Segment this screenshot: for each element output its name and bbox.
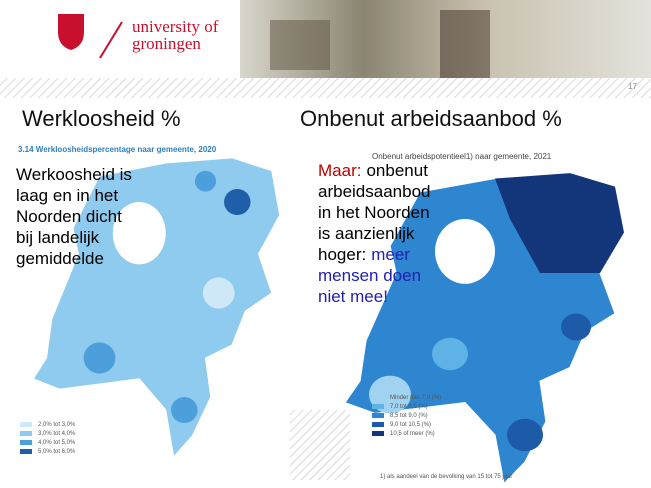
text-line: is aanzienlijk <box>318 223 430 244</box>
legend-swatch <box>372 404 384 409</box>
hatch-band <box>0 78 651 98</box>
text-segment: meer <box>371 245 410 264</box>
logo-line: university of <box>132 17 219 36</box>
text-line: bij landelijk <box>16 228 100 247</box>
legend-item: 2,0% tot 3,0% <box>20 420 75 429</box>
legend-label: 4,0% tot 5,0% <box>38 439 76 446</box>
legend-label: 10,5 of meer (%) <box>390 430 435 437</box>
text-segment: arbeidsaanbod <box>318 182 431 201</box>
right-map <box>343 171 626 486</box>
text-line: Werkoosheid is <box>16 165 132 184</box>
text-segment: Maar: <box>318 161 362 180</box>
legend-item: 8,5 tot 9,0 (%) <box>372 411 441 420</box>
text-line: arbeidsaanbod <box>318 181 430 202</box>
legend-item: Minder dan 7,0 (%) <box>372 393 441 402</box>
right-text: Maar: onbenut arbeidsaanbod in het Noorden i… <box>318 160 430 307</box>
legend-label: 9,0 tot 10,5 (%) <box>390 421 432 428</box>
legend-label: 8,5 tot 9,0 (%) <box>390 412 428 419</box>
legend-swatch <box>372 413 384 418</box>
text-line: hoger: meer <box>318 244 430 265</box>
legend-swatch <box>372 431 384 436</box>
legend-swatch <box>372 422 384 427</box>
legend-label: 3,0% tot 4,0% <box>38 430 76 437</box>
right-legend: Minder dan 7,0 (%) 7,0 tot 8,5 (%) 8,5 tot… <box>372 393 441 438</box>
left-map-title: 3.14 Werkloosheidspercentage naar gemeen… <box>18 145 217 154</box>
legend-item: 9,0 tot 10,5 (%) <box>372 420 441 429</box>
legend-swatch <box>20 440 32 445</box>
text-segment: niet mee! <box>318 287 388 306</box>
legend-swatch <box>372 395 384 400</box>
legend-swatch <box>20 449 32 454</box>
photo-figure <box>270 20 330 70</box>
left-map <box>31 156 282 459</box>
legend-label: 7,0 tot 8,5 (%) <box>390 403 428 410</box>
text-line: Noorden dicht <box>16 207 122 226</box>
right-heading: Onbenut arbeidsaanbod % <box>300 106 562 131</box>
hatch-corner <box>290 410 350 480</box>
text-segment: onbenut <box>366 161 428 180</box>
text-segment: in het Noorden <box>318 203 430 222</box>
text-line: mensen doen <box>318 265 430 286</box>
text-line: gemiddelde <box>16 249 104 268</box>
logo-text: university of groningen <box>132 18 218 52</box>
page-number: 17 <box>628 82 637 91</box>
legend-item: 10,5 of meer (%) <box>372 429 441 438</box>
legend-item: 3,0% tot 4,0% <box>20 429 75 438</box>
text-line: niet mee! <box>318 286 430 307</box>
left-text: Werkoosheid is laag en in het Noorden dich… <box>16 164 132 269</box>
legend-swatch <box>20 422 32 427</box>
legend-label: 2,0% tot 3,0% <box>38 421 76 428</box>
logo-shield <box>58 14 84 50</box>
text-line: in het Noorden <box>318 202 430 223</box>
text-line: laag en in het <box>16 186 119 205</box>
left-heading: Werkloosheid % <box>22 106 181 131</box>
legend-item: 7,0 tot 8,5 (%) <box>372 402 441 411</box>
photo-figure <box>440 10 490 78</box>
text-segment: is aanzienlijk <box>318 224 415 243</box>
legend-item: 4,0% tot 5,0% <box>20 438 75 447</box>
text-segment: hoger: <box>318 245 367 264</box>
text-line: Maar: onbenut <box>318 160 430 181</box>
legend-label: 5,0% tot 6,0% <box>38 448 76 455</box>
logo-slash <box>99 21 123 59</box>
text-segment: mensen doen <box>318 266 422 285</box>
right-map-title: Onbenut arbeidspotentieel1) naar gemeent… <box>372 152 552 161</box>
legend-label: Minder dan 7,0 (%) <box>390 394 442 401</box>
legend-swatch <box>20 431 32 436</box>
logo-line: groningen <box>132 34 201 53</box>
footnote: 1) als aandeel van de bevolking van 15 t… <box>380 474 513 480</box>
left-legend: 2,0% tot 3,0% 3,0% tot 4,0% 4,0% tot 5,0% 5… <box>20 420 75 456</box>
legend-item: 5,0% tot 6,0% <box>20 447 75 456</box>
